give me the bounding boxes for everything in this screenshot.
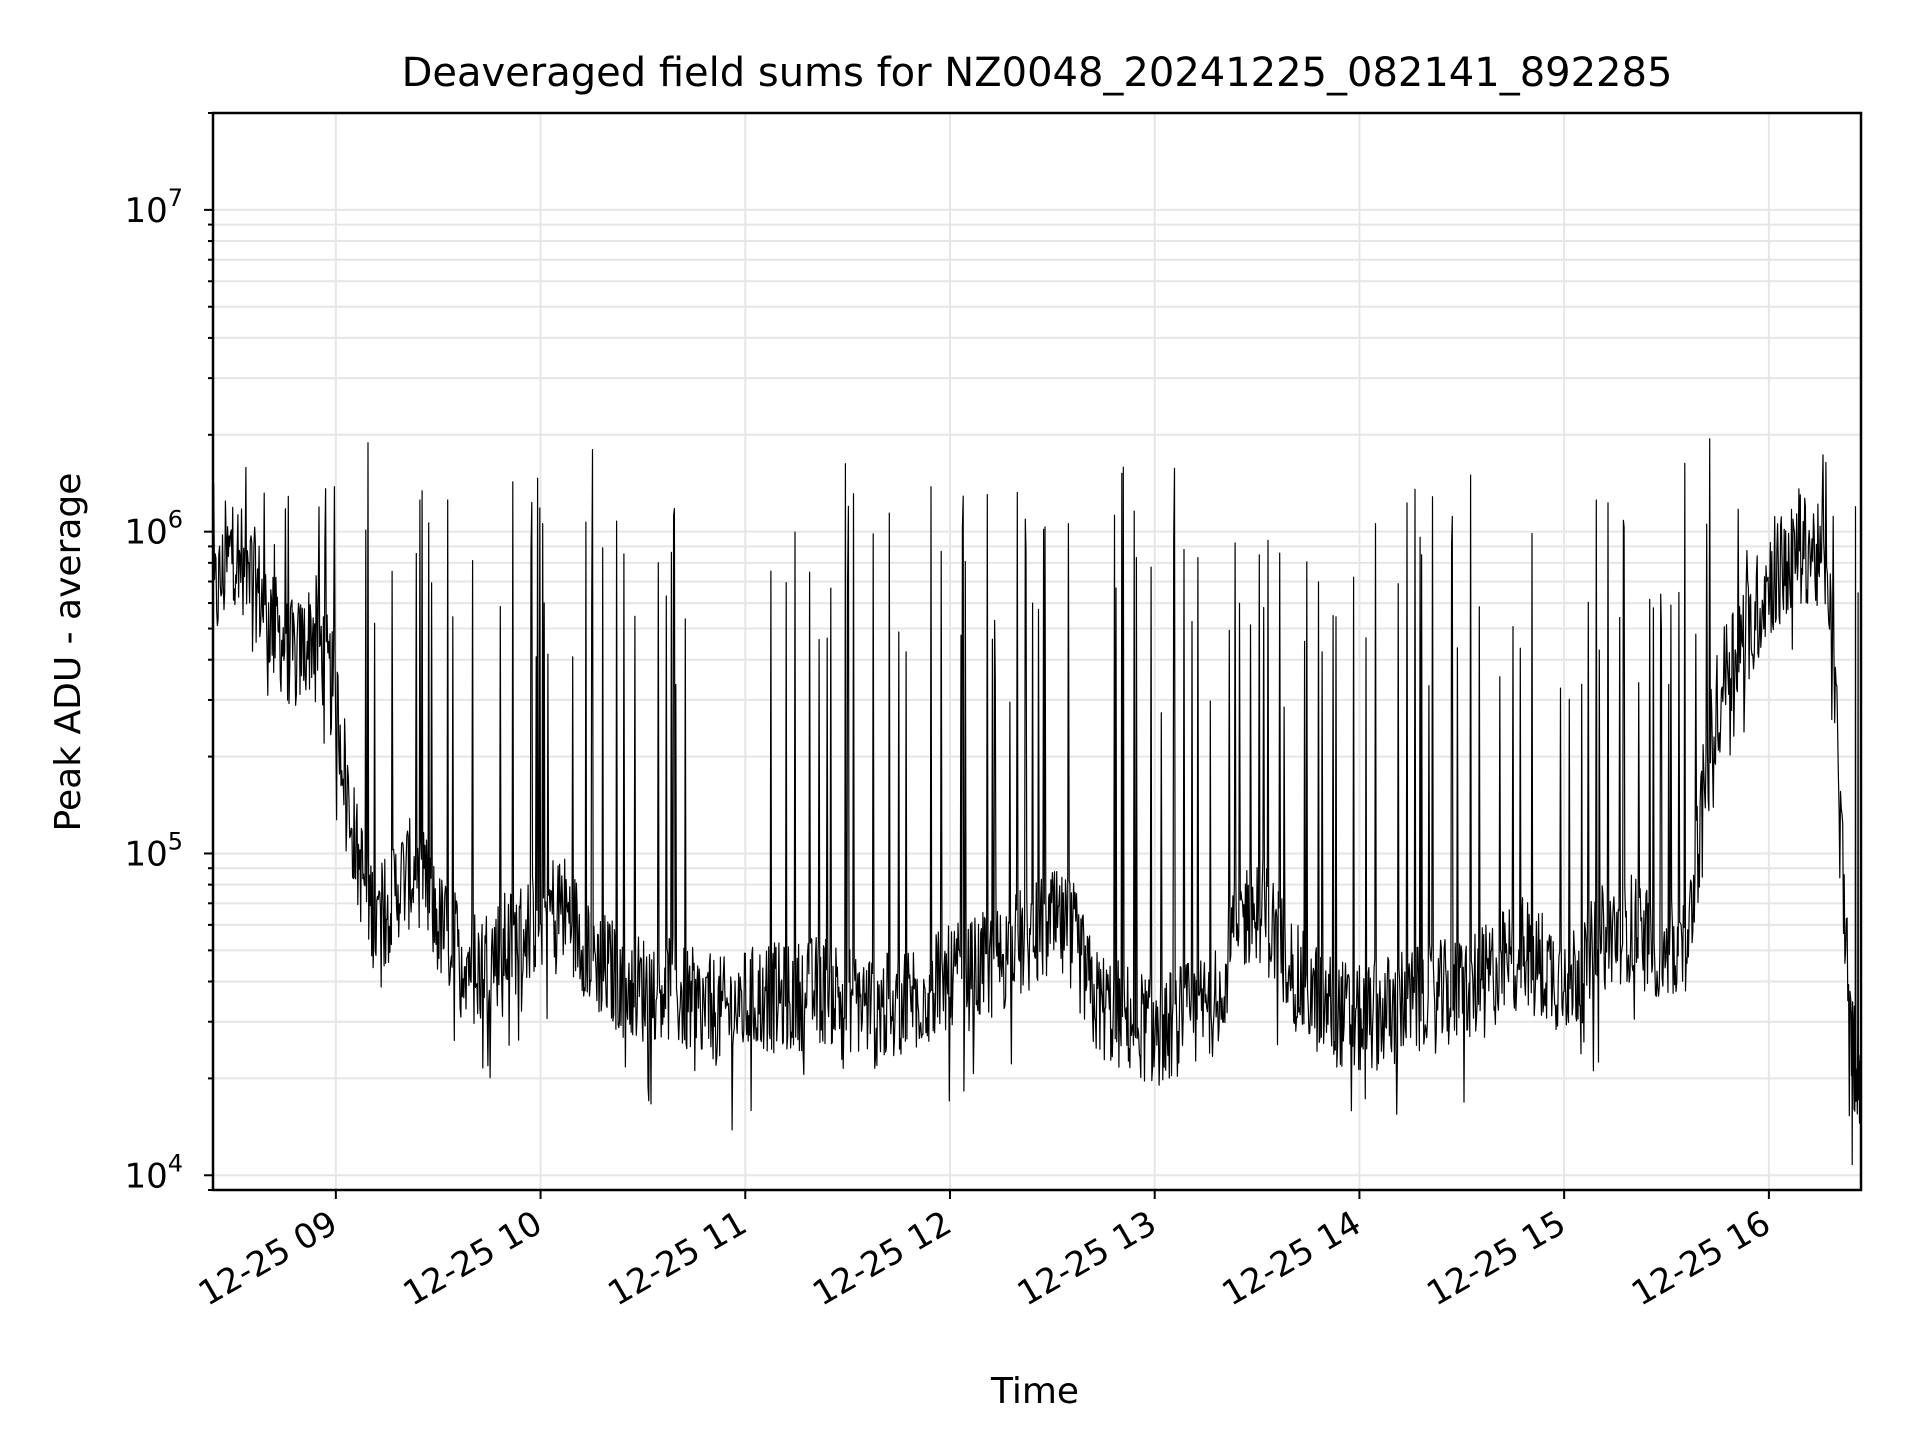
x-tick-label: 12-25 14 [1216, 1203, 1368, 1314]
x-axis-label: Time [990, 1371, 1079, 1412]
x-tick-label: 12-25 13 [1011, 1203, 1163, 1314]
x-tick-label: 12-25 10 [397, 1203, 549, 1314]
plot-frame [211, 111, 1863, 1192]
series-line [212, 438, 1862, 1166]
y-tick-label: 107 [124, 184, 183, 231]
y-tick-label: 106 [124, 506, 183, 553]
y-tick-label: 104 [124, 1149, 183, 1196]
x-tick-label: 12-25 15 [1420, 1203, 1572, 1314]
x-tick-label: 12-25 11 [601, 1203, 753, 1314]
chart-title: Deaveraged field sums for NZ0048_2024122… [402, 50, 1673, 96]
grid-layer [213, 112, 1861, 1191]
y-axis-label: Peak ADU - average [48, 473, 89, 832]
x-tick-label: 12-25 16 [1625, 1203, 1777, 1314]
x-tick-label: 12-25 12 [806, 1203, 958, 1314]
x-tick-label: 12-25 09 [192, 1203, 344, 1314]
y-tick-label: 105 [124, 827, 183, 874]
series-layer [212, 438, 1862, 1166]
